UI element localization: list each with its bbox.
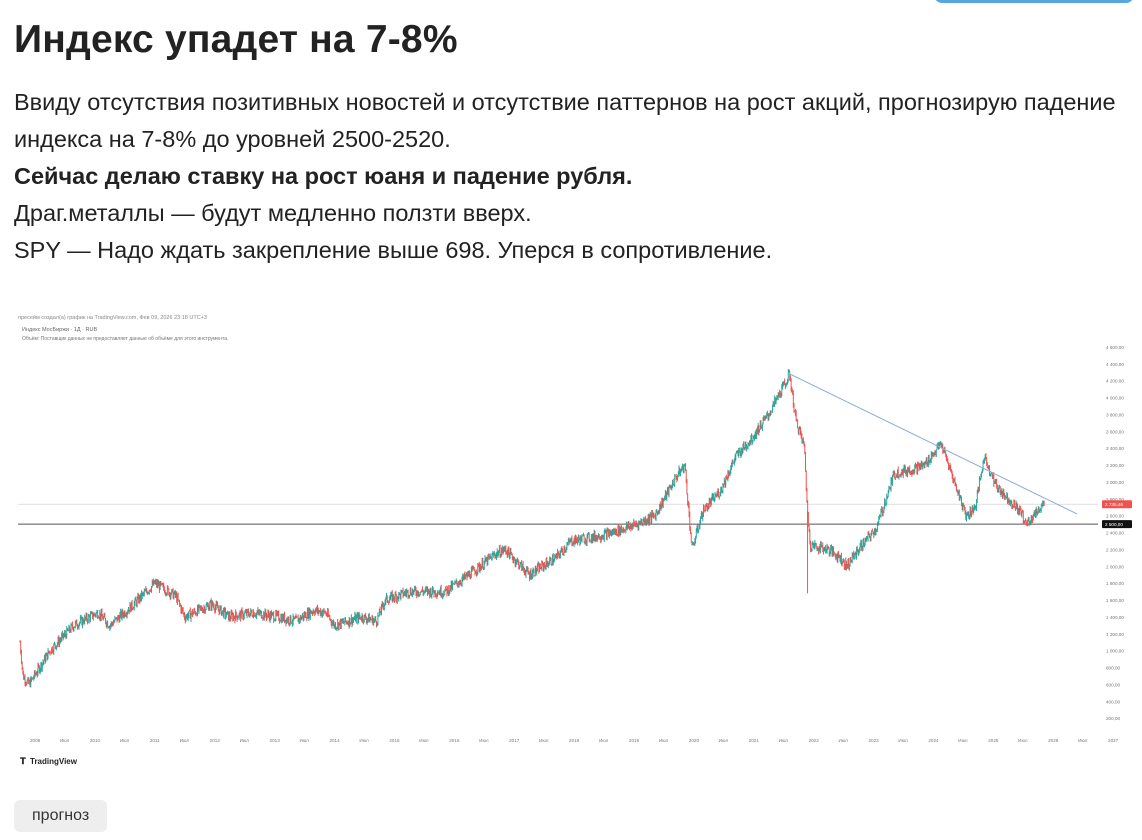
y-tick-label: 4 200,00	[1106, 379, 1124, 384]
tradingview-brand: TradingView	[30, 757, 78, 766]
y-tick-label: 3 400,00	[1106, 446, 1124, 451]
level-badge	[1102, 500, 1132, 509]
y-tick-label: 1 800,00	[1106, 581, 1124, 586]
y-tick-label: 1 600,00	[1106, 598, 1124, 603]
post-paragraph-bold: Сейчас делаю ставку на рост юаня и паден…	[14, 163, 633, 189]
x-tick-label: 2022	[809, 738, 820, 743]
y-tick-label: 2 200,00	[1106, 547, 1124, 552]
chart-volume-note: Объём: Поставщик данных не предоставляет…	[22, 336, 228, 342]
x-tick-label: 2019	[629, 738, 640, 743]
resistance-trendline	[789, 373, 1078, 515]
trendline	[789, 373, 1078, 515]
x-tick-label: Июл	[300, 738, 310, 743]
y-tick-label: 4 400,00	[1106, 362, 1124, 367]
x-tick-label: 2011	[150, 738, 160, 743]
x-tick-label: Июл	[419, 738, 429, 743]
top-action-button[interactable]	[934, 0, 1134, 3]
chart-header-text: пресейм создал(а) график на TradingView.…	[18, 314, 207, 321]
x-tick-label: 2023	[868, 738, 879, 743]
y-tick-label: 3 200,00	[1106, 463, 1124, 468]
post-paragraph: Ввиду отсутствия позитивных новостей и о…	[14, 89, 1116, 152]
x-tick-label: Июл	[599, 738, 609, 743]
x-tick-label: Июл	[180, 738, 190, 743]
post-title: Индекс упадет на 7-8%	[14, 18, 458, 61]
y-tick-label: 200,00	[1106, 716, 1120, 721]
y-tick-label: 1 400,00	[1106, 615, 1124, 620]
x-tick-label: Июл	[659, 738, 669, 743]
x-tick-label: Июл	[60, 738, 70, 743]
y-axis: 200,00 400,00 600,00 800,00 1 000,00 1 200,00…	[1106, 345, 1124, 721]
price-series	[19, 369, 1045, 688]
level-badge	[1102, 520, 1132, 529]
y-tick-label: 3 600,00	[1106, 429, 1124, 434]
x-tick-label: Июл	[1078, 738, 1088, 743]
y-tick-label: 2 000,00	[1106, 564, 1124, 569]
y-tick-label: 800,00	[1106, 666, 1120, 671]
x-tick-label: Июл	[958, 738, 968, 743]
y-tick-label: 3 800,00	[1106, 412, 1124, 417]
x-tick-label: 2026	[1048, 738, 1059, 743]
post-paragraph: Драг.металлы — будут медленно ползти вве…	[14, 200, 532, 226]
x-axis: 2009 Июл 2010 Июл 2011 Июл 2012 Июл 2013 Июл 2014 И…	[30, 738, 1119, 743]
y-tick-label: 1 000,00	[1106, 649, 1124, 654]
x-tick-label: Июл	[359, 738, 369, 743]
y-tick-label: 4 000,00	[1106, 396, 1124, 401]
tradingview-logo: 𝐓 TradingView	[20, 756, 78, 766]
x-tick-label: 2016	[449, 738, 460, 743]
x-tick-label: Июл	[898, 738, 908, 743]
horizontal-levels: 2 500,00 2 735,46	[18, 500, 1132, 529]
x-tick-label: 2024	[928, 738, 939, 743]
x-tick-label: Июл	[539, 738, 549, 743]
x-tick-label: 2025	[988, 738, 999, 743]
x-tick-label: Июл	[719, 738, 729, 743]
y-tick-label: 600,00	[1106, 682, 1120, 687]
x-tick-label: 2010	[90, 738, 101, 743]
x-tick-label: Июл	[240, 738, 250, 743]
post-tag[interactable]: прогноз	[14, 800, 108, 832]
y-tick-label: 2 800,00	[1106, 497, 1124, 502]
x-tick-label: 2012	[210, 738, 221, 743]
chart-image[interactable]: пресейм создал(а) график на TradingView.…	[8, 305, 1136, 775]
level-label: 2 735,46	[1105, 502, 1123, 507]
x-tick-label: 2009	[30, 738, 41, 743]
level-label: 2 500,00	[1105, 522, 1123, 527]
post-body: Ввиду отсутствия позитивных новостей и о…	[14, 84, 1136, 269]
x-tick-label: 2013	[270, 738, 281, 743]
x-tick-label: Июл	[839, 738, 849, 743]
y-tick-label: 3 000,00	[1106, 480, 1124, 485]
y-tick-label: 2 400,00	[1106, 531, 1124, 536]
tradingview-logo-mark: 𝐓	[20, 756, 26, 766]
x-tick-label: Июл	[779, 738, 789, 743]
x-tick-label: 2020	[689, 738, 700, 743]
post-paragraph: SPY — Надо ждать закрепление выше 698. У…	[14, 237, 773, 263]
x-tick-label: 2027	[1108, 738, 1119, 743]
y-tick-label: 4 600,00	[1106, 345, 1124, 350]
chart-series-label: Индекс МосБиржи · 1Д · RUB	[22, 327, 97, 333]
y-tick-label: 400,00	[1106, 699, 1120, 704]
x-tick-label: Июл	[479, 738, 489, 743]
x-tick-label: 2018	[569, 738, 580, 743]
y-tick-label: 2 600,00	[1106, 514, 1124, 519]
x-tick-label: Июл	[1018, 738, 1028, 743]
x-tick-label: 2021	[749, 738, 760, 743]
price-chart: пресейм создал(а) график на TradingView.…	[8, 305, 1136, 775]
x-tick-label: 2017	[509, 738, 520, 743]
x-tick-label: Июл	[120, 738, 130, 743]
x-tick-label: 2014	[329, 738, 340, 743]
y-tick-label: 1 200,00	[1106, 632, 1124, 637]
x-tick-label: 2015	[389, 738, 400, 743]
